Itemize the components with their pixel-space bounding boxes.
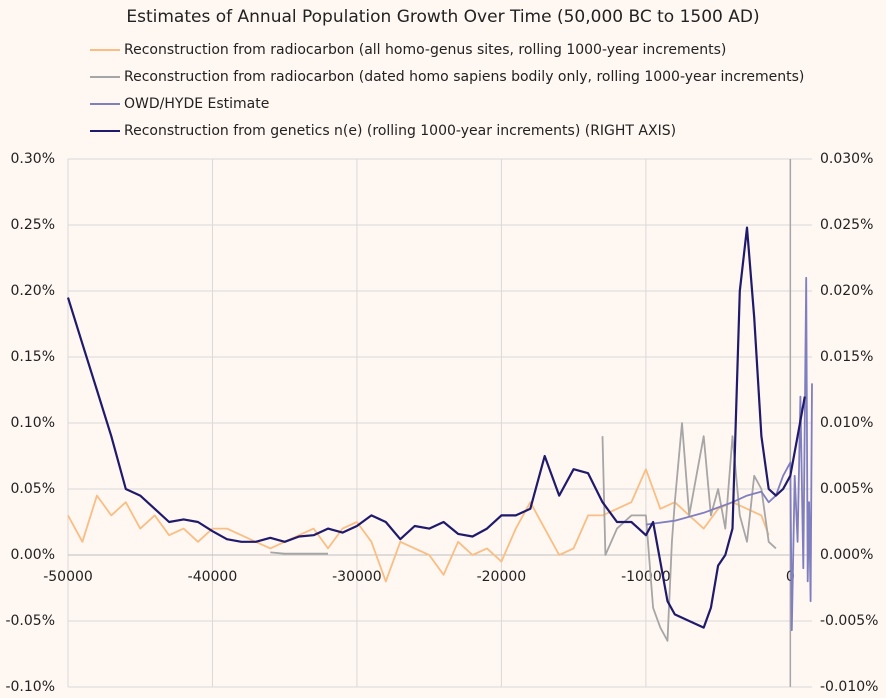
y-tick-label: 0.00%: [11, 547, 55, 563]
y2-tick-label: 0.025%: [820, 217, 873, 233]
legend-label: Reconstruction from radiocarbon (all hom…: [124, 42, 726, 58]
series-line: [645, 276, 813, 632]
x-tick-label: 0: [786, 569, 795, 585]
y-tick-label: 0.05%: [11, 481, 55, 497]
y-tick-label: 0.10%: [11, 415, 55, 431]
series-line: [66, 226, 806, 629]
legend-label: Reconstruction from genetics n(e) (rolli…: [124, 123, 676, 139]
y-tick-label: 0.30%: [11, 151, 55, 167]
x-tick-label: -30000: [332, 569, 382, 585]
x-tick-label: -10000: [621, 569, 671, 585]
x-tick-label: -20000: [477, 569, 527, 585]
legend-label: Reconstruction from radiocarbon (dated h…: [124, 69, 804, 85]
y-tick-label: 0.15%: [11, 349, 55, 365]
y-tick-label: -0.05%: [5, 613, 55, 629]
y2-tick-label: 0.030%: [820, 151, 873, 167]
x-tick-label: -50000: [43, 569, 93, 585]
y2-tick-label: -0.005%: [820, 613, 878, 629]
y2-tick-label: 0.000%: [820, 547, 873, 563]
chart-title: Estimates of Annual Population Growth Ov…: [126, 7, 759, 27]
y2-tick-label: 0.010%: [820, 415, 873, 431]
y2-tick-label: 0.005%: [820, 481, 873, 497]
series-line: [270, 422, 777, 642]
legend-label: OWD/HYDE Estimate: [124, 96, 269, 112]
y-tick-label: -0.10%: [5, 679, 55, 695]
y2-tick-label: -0.010%: [820, 679, 878, 695]
x-tick-label: -40000: [188, 569, 238, 585]
y-tick-label: 0.25%: [11, 217, 55, 233]
series-line: [67, 468, 770, 583]
y2-tick-label: 0.020%: [820, 283, 873, 299]
y2-tick-label: 0.015%: [820, 349, 873, 365]
y-tick-label: 0.20%: [11, 283, 55, 299]
